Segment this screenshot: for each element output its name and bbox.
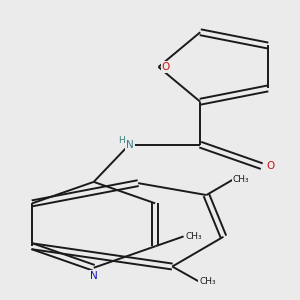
Text: O: O <box>162 62 170 72</box>
Text: H: H <box>118 136 125 145</box>
Text: O: O <box>266 161 275 171</box>
Text: N: N <box>90 271 98 281</box>
Text: N: N <box>126 140 134 150</box>
Text: CH₃: CH₃ <box>185 232 202 241</box>
Text: CH₃: CH₃ <box>233 176 250 184</box>
Text: CH₃: CH₃ <box>199 277 216 286</box>
